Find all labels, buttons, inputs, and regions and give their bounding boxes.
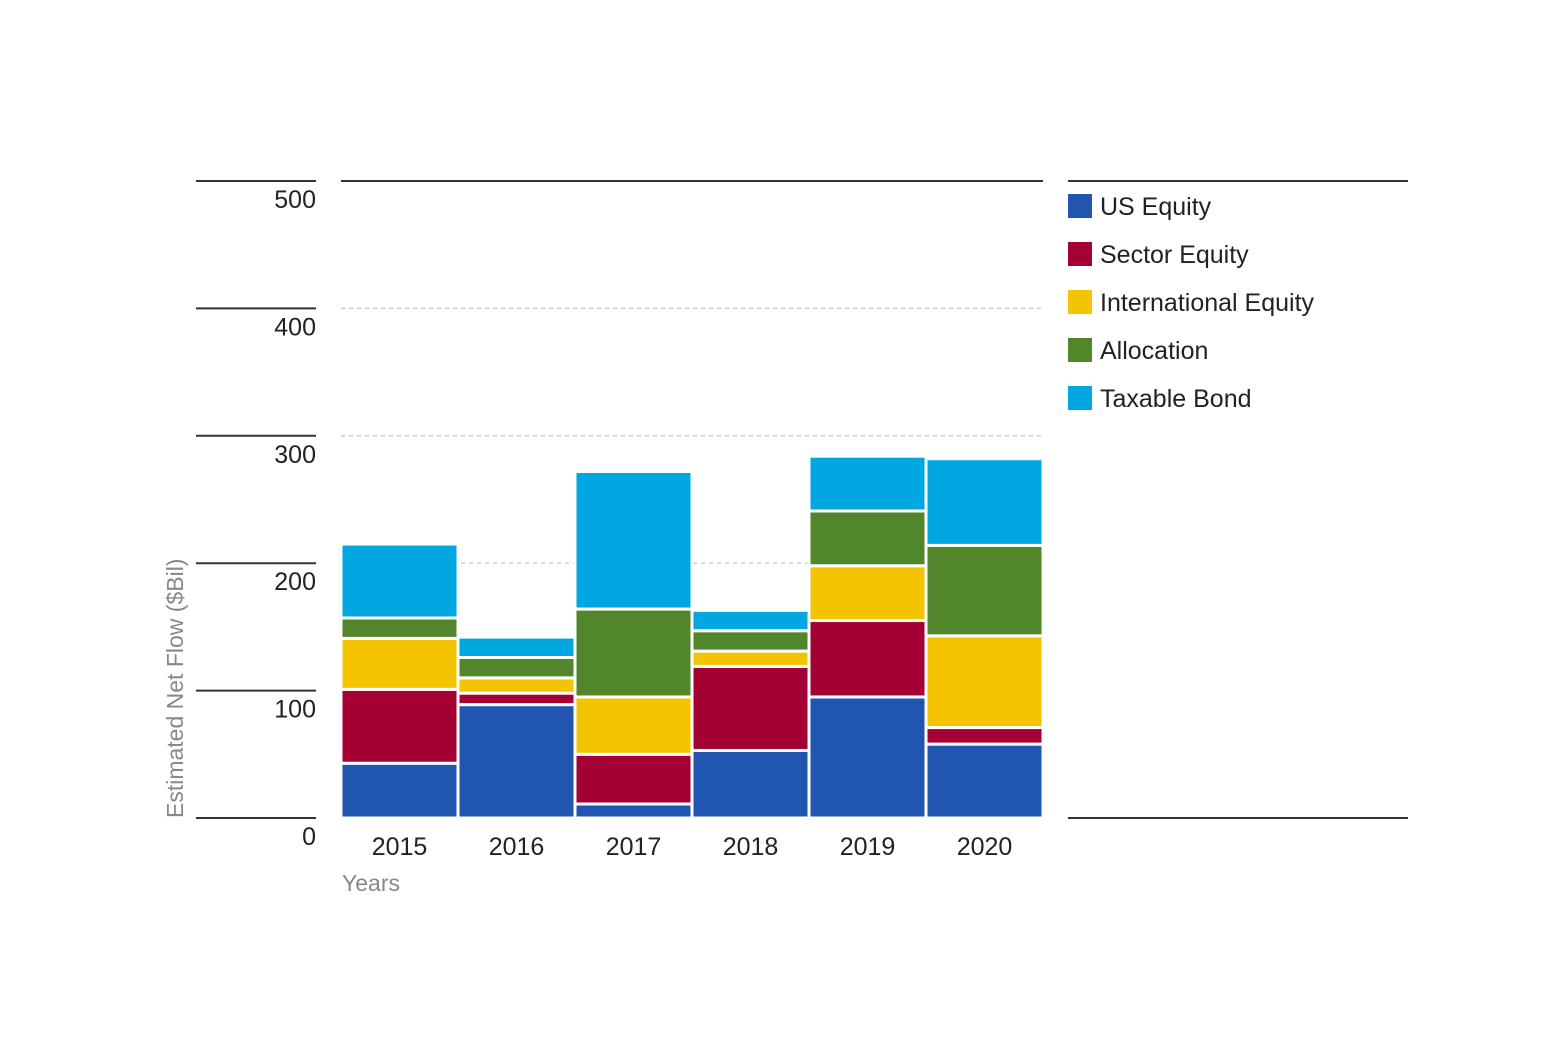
x-tick-label-2017: 2017 [606,833,662,861]
bar-sector-equity-2020 [924,726,1045,746]
x-tick-label-2016: 2016 [489,833,545,861]
x-tick-label-2018: 2018 [723,833,779,861]
bar-sector-equity-2018 [690,664,811,752]
legend-label-sector-equity: Sector Equity [1100,241,1249,269]
bar-taxable-bond-2016 [456,635,577,659]
legend-label-international-equity: International Equity [1100,289,1315,317]
bar-us-equity-2019 [807,695,928,820]
bar-sector-equity-2016 [456,691,577,707]
bar-sector-equity-2015 [339,687,460,765]
bar-us-equity-2018 [690,748,811,820]
bar-allocation-2019 [807,509,928,568]
bar-taxable-bond-2020 [924,457,1045,547]
legend-swatch-sector-equity [1068,242,1092,266]
legend-swatch-us-equity [1068,194,1092,218]
bars [339,454,1045,820]
y-tick-label-200: 200 [274,568,316,596]
bar-sector-equity-2017 [573,752,694,806]
legend-swatch-international-equity [1068,290,1092,314]
bar-us-equity-2020 [924,742,1045,820]
x-tick-label-2019: 2019 [840,833,896,861]
legend-label-taxable-bond: Taxable Bond [1100,385,1252,413]
bar-taxable-bond-2019 [807,454,928,513]
bar-sector-equity-2019 [807,619,928,699]
bar-us-equity-2015 [339,761,460,820]
x-tick-label-2020: 2020 [957,833,1013,861]
x-axis-title: Years [342,870,400,896]
bar-us-equity-2017 [573,802,694,820]
bar-allocation-2018 [690,629,811,653]
bar-allocation-2016 [456,655,577,680]
bar-us-equity-2016 [456,703,577,820]
bar-allocation-2017 [573,607,694,699]
x-axis: 2015 2016 2017 2018 2019 2020 [372,833,1013,861]
legend-swatch-taxable-bond [1068,386,1092,410]
legend-label-us-equity: US Equity [1100,193,1212,221]
bar-international-equity-2018 [690,649,811,668]
bar-international-equity-2019 [807,564,928,623]
bar-international-equity-2016 [456,676,577,695]
y-tick-label-400: 400 [274,313,316,341]
bar-international-equity-2020 [924,634,1045,730]
bar-international-equity-2017 [573,695,694,756]
y-tick-label-0: 0 [302,823,316,851]
bar-taxable-bond-2015 [339,542,460,620]
y-axis-title: Estimated Net Flow ($Bil) [162,559,188,818]
legend: US Equity Sector Equity International Equi… [1068,180,1408,819]
y-tick-label-300: 300 [274,441,316,469]
legend-swatch-allocation [1068,338,1092,362]
y-axis: 0 100 200 300 400 500 [196,180,316,851]
y-tick-label-100: 100 [274,696,316,724]
bar-taxable-bond-2018 [690,608,811,633]
y-tick-label-500: 500 [274,186,316,214]
legend-label-allocation: Allocation [1100,337,1208,365]
bar-taxable-bond-2017 [573,469,694,611]
x-tick-label-2015: 2015 [372,833,428,861]
bar-allocation-2015 [339,616,460,640]
bar-allocation-2020 [924,543,1045,638]
bar-international-equity-2015 [339,636,460,691]
